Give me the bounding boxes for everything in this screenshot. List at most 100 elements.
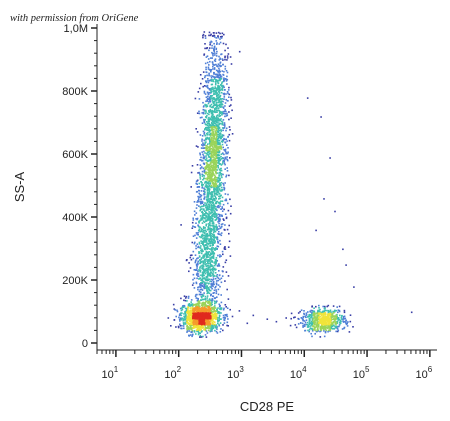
event-point <box>212 236 215 239</box>
event-point <box>211 322 213 324</box>
event-point <box>217 307 219 309</box>
event-point <box>202 142 204 144</box>
event-point <box>215 156 218 159</box>
event-point <box>329 318 331 321</box>
event-point <box>313 323 315 325</box>
event-point <box>206 84 209 87</box>
event-point <box>229 157 231 159</box>
event-point <box>333 324 335 327</box>
event-point <box>206 215 208 218</box>
event-point <box>205 300 207 303</box>
event-point <box>226 71 229 74</box>
event-point <box>198 171 201 174</box>
event-point <box>204 310 207 312</box>
event-point <box>221 188 224 191</box>
event-point <box>246 322 249 325</box>
event-point <box>211 268 213 271</box>
event-point <box>208 185 210 188</box>
event-point <box>189 304 191 306</box>
event-point <box>213 64 215 66</box>
event-point <box>215 290 218 293</box>
event-point <box>217 242 219 244</box>
event-point <box>228 96 230 98</box>
event-point <box>216 76 218 78</box>
event-point <box>224 125 226 127</box>
event-point <box>226 57 229 59</box>
event-point <box>207 122 209 125</box>
event-point <box>207 256 209 258</box>
event-point <box>311 335 313 338</box>
event-point <box>211 303 213 306</box>
event-point <box>324 331 327 334</box>
event-point <box>215 179 217 182</box>
event-point <box>209 263 212 266</box>
event-point <box>206 234 208 236</box>
event-point <box>212 127 214 129</box>
event-point <box>204 239 206 242</box>
event-point <box>195 322 198 325</box>
event-point <box>213 153 215 156</box>
event-point <box>327 330 329 333</box>
event-point <box>209 227 211 229</box>
event-point <box>199 288 202 291</box>
event-point <box>195 333 197 335</box>
event-point <box>212 135 215 138</box>
event-point <box>214 134 216 137</box>
event-point <box>210 40 212 43</box>
event-point <box>213 264 216 267</box>
event-point <box>218 168 221 171</box>
event-point <box>206 246 209 249</box>
event-point <box>209 110 211 113</box>
event-point <box>302 316 305 319</box>
event-point <box>209 299 211 301</box>
event-point <box>214 104 216 107</box>
event-point <box>204 329 207 332</box>
event-point <box>215 132 217 134</box>
event-point <box>321 323 323 326</box>
event-point <box>200 240 202 242</box>
event-point <box>212 211 214 213</box>
event-point <box>215 106 218 108</box>
event-point <box>227 325 229 327</box>
event-point <box>212 142 214 145</box>
event-point <box>176 309 178 312</box>
event-point <box>207 314 210 316</box>
event-point <box>204 323 207 326</box>
event-point <box>227 246 230 248</box>
event-point <box>327 309 330 312</box>
event-point <box>223 80 225 83</box>
event-point <box>195 237 198 239</box>
event-point <box>206 121 208 123</box>
event-point <box>210 164 213 167</box>
event-point <box>193 310 196 312</box>
event-point <box>203 131 206 134</box>
event-point <box>209 148 211 150</box>
event-point <box>339 314 341 317</box>
event-point <box>221 81 224 83</box>
event-point <box>330 311 332 313</box>
event-point <box>215 157 217 160</box>
event-point <box>214 185 217 188</box>
event-point <box>214 313 217 315</box>
event-point <box>194 241 196 244</box>
event-point <box>204 152 206 154</box>
event-point <box>209 100 212 103</box>
event-point <box>220 53 223 55</box>
event-point <box>331 315 333 318</box>
event-point <box>170 325 172 327</box>
y-tick-label: 800K <box>62 86 88 98</box>
event-point <box>293 316 295 319</box>
event-point <box>212 162 215 164</box>
event-point <box>217 213 220 216</box>
event-point <box>333 316 335 318</box>
event-point <box>212 255 215 257</box>
event-point <box>219 227 222 229</box>
event-point <box>196 265 198 267</box>
event-point <box>228 105 231 107</box>
event-point <box>224 68 227 70</box>
event-point <box>212 269 214 272</box>
event-point <box>202 260 204 262</box>
event-point <box>205 106 208 108</box>
event-point <box>213 46 216 48</box>
event-point <box>218 93 220 96</box>
